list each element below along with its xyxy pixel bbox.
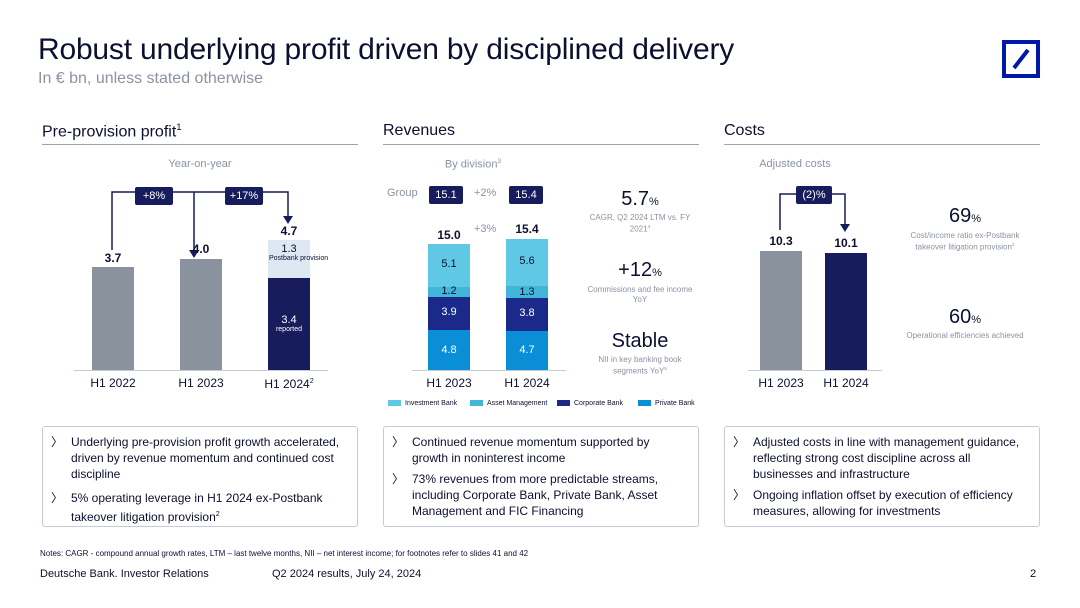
section-title-ppp: Pre-provision profit1 [42,122,182,141]
kpi-cagr: 5.7% [621,188,659,210]
segment-value: 3.4 [281,314,297,326]
bar-h1-2022 [92,267,134,370]
segment-value: 1.3 [281,243,297,255]
growth-pill-17: +17% [225,187,263,205]
segment-investment-bank: 5.6 [506,239,548,286]
x-label: H1 2024 [504,376,550,390]
chevron-right-icon: 〉 [392,472,405,486]
legend-swatch [638,400,651,407]
sub-heading: Adjusted costs [759,158,831,170]
revenue-growth: +3% [474,223,497,235]
segment-asset-management: 1.2 [428,285,470,297]
segment-note: Postbank provision [269,255,329,262]
section-divider [724,144,1040,145]
cost-change-pill: (2)% [796,186,832,204]
x-label: H1 2022 [90,376,136,390]
segment-investment-bank: 5.1 [428,244,470,287]
chevron-right-icon: 〉 [733,435,746,449]
bar-value: 10.3 [769,234,793,248]
x-axis [412,370,566,371]
bar-segment-reported: 3.4 reported [268,278,310,370]
legend-swatch [470,400,483,407]
segment-private-bank: 4.8 [428,330,470,370]
sub-heading: By division3 [444,158,502,171]
group-growth: +2% [474,187,497,199]
bar-segment-postbank: 1.3 Postbank provision [268,240,329,278]
legend-corporate-bank: Corporate Bank [557,400,623,407]
legend-asset-management: Asset Management [470,400,547,407]
footer-date: Q2 2024 results, July 24, 2024 [272,568,422,580]
kpi-commissions: +12% [618,259,662,281]
chevron-right-icon: 〉 [733,488,746,502]
legend-investment-bank: Investment Bank [388,400,457,407]
sub-heading: Year-on-year [168,158,232,170]
segment-corporate-bank: 3.8 [506,298,548,331]
group-label: Group [387,187,418,199]
kpi-cagr-note: CAGR, Q2 2024 LTM vs. FY 20214 [589,213,691,234]
section-title-costs: Costs [724,122,765,139]
kpi-nii: Stable [611,330,669,352]
legend-swatch [557,400,570,407]
bar-value: 10.1 [834,236,858,250]
chevron-right-icon: 〉 [51,435,64,449]
growth-pill-8: +8% [135,187,173,205]
kpi-cost-income: 69% [948,205,982,227]
bullet-box-ppp: 〉 Underlying pre-provision profit growth… [42,426,358,527]
bar-value: 3.7 [104,251,122,265]
x-label: H1 2024 [823,376,869,390]
bar-h1-2023 [180,259,222,370]
page-title: Robust underlying profit driven by disci… [38,33,735,66]
group-pill-2024: 15.4 [509,186,543,204]
x-label-2024: H1 20242 [264,376,314,391]
group-pill-2023: 15.1 [429,186,463,204]
x-axis [74,370,328,371]
x-label: H1 2023 [426,376,472,390]
section-title-revenues: Revenues [383,122,456,139]
bar-total: 15.0 [437,228,461,242]
page-subtitle: In € bn, unless stated otherwise [38,70,264,87]
deutsche-bank-logo [1002,40,1040,78]
x-label: H1 2023 [178,376,224,390]
footer-brand: Deutsche Bank. Investor Relations [40,568,209,580]
bar-value: 4.0 [192,242,210,256]
bullet-box-revenues: 〉 Continued revenue momentum supported b… [383,426,699,527]
segment-private-bank: 4.7 [506,331,548,370]
x-axis [748,370,882,371]
segment-corporate-bank: 3.9 [428,297,470,330]
x-label: H1 2023 [758,376,804,390]
kpi-cost-income-note: Cost/income ratio ex-Postbank takeover l… [910,231,1020,252]
bar-costs-h1-2023 [760,251,802,370]
segment-note: reported [275,326,303,333]
bar-costs-h1-2024 [825,253,867,370]
kpi-commissions-note: Commissions and fee income YoY [587,285,693,304]
kpi-nii-note: NII in key banking book segments YoY5 [598,355,682,376]
legend-private-bank: Private Bank [638,400,695,407]
bar-total: 15.4 [515,222,539,236]
bullet-box-costs: 〉 Adjusted costs in line with management… [724,426,1040,527]
segment-asset-management: 1.3 [506,286,548,298]
bar-value: 4.7 [280,224,298,238]
kpi-efficiencies-note: Operational efficiencies achieved [906,331,1024,340]
chevron-right-icon: 〉 [392,435,405,449]
page-number: 2 [1030,568,1037,580]
section-divider [383,144,699,145]
logo-slash-icon [1012,48,1030,70]
chevron-right-icon: 〉 [51,491,64,505]
footnotes: Notes: CAGR - compound annual growth rat… [40,549,529,558]
kpi-efficiencies: 60% [948,306,982,328]
section-divider [42,144,358,145]
legend-swatch [388,400,401,407]
